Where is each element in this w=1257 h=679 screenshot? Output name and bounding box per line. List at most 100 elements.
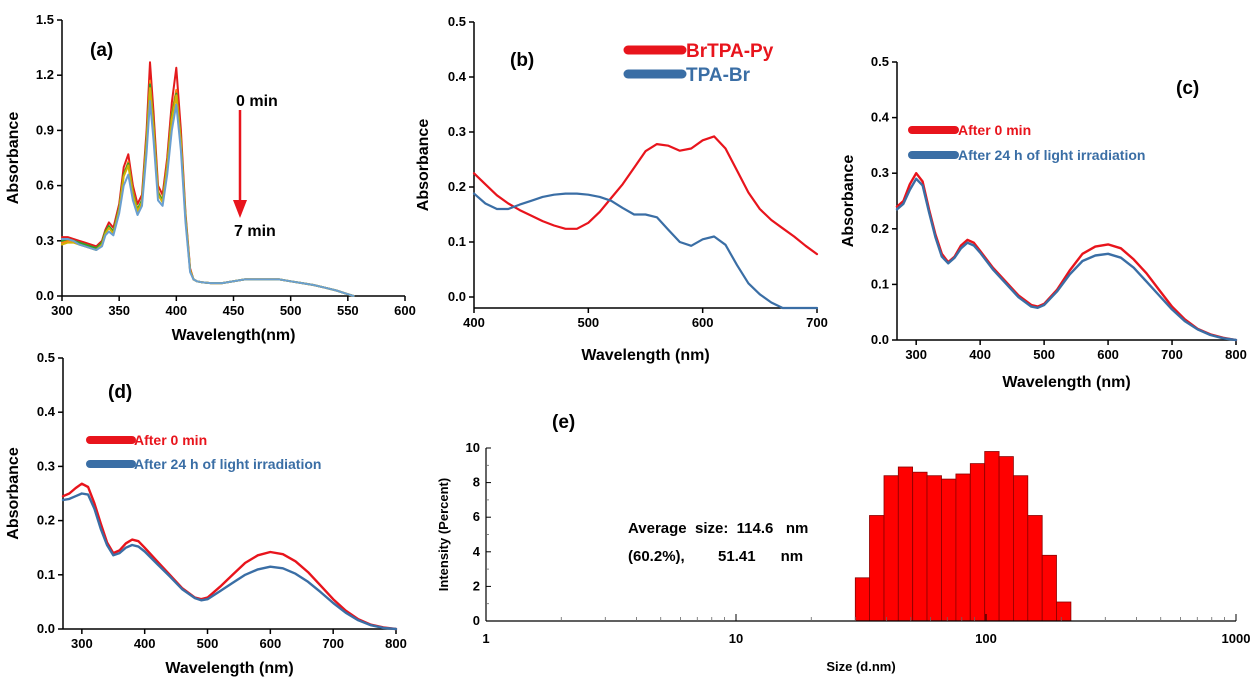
- x-tick-label: 450: [223, 303, 245, 318]
- y-axis-label: Intensity (Percent): [436, 478, 451, 591]
- legend-label-1: After 0 min: [958, 122, 1031, 138]
- y-tick-label: 0.0: [37, 621, 55, 636]
- histogram-bar: [897, 466, 913, 622]
- panel-d: 0.0 0.1 0.2 0.3 0.4 0.5 300 400 500 600 700 800 Wave…: [5, 350, 407, 677]
- legend-label-1: After 0 min: [134, 432, 207, 448]
- y-tick-label: 0.5: [448, 14, 466, 29]
- x-tick-label: 500: [1033, 347, 1055, 362]
- histogram-bar: [1056, 601, 1072, 622]
- y-tick-label: 0.6: [36, 178, 54, 193]
- panel-c: 0.0 0.1 0.2 0.3 0.4 0.5 300 400 500 600 700 800 Wave…: [840, 54, 1247, 391]
- x-tick-label: 500: [577, 315, 599, 330]
- x-tick-label: 500: [280, 303, 302, 318]
- x-tick-label: 550: [337, 303, 359, 318]
- histogram-bar: [1013, 475, 1029, 622]
- y-tick-label: 0.4: [37, 404, 56, 419]
- y-axis-label: Absorbance: [415, 119, 432, 212]
- y-tick-label: 0.2: [871, 221, 889, 236]
- x-tick-label: 1000: [1222, 631, 1251, 646]
- histogram-bar: [1041, 554, 1057, 622]
- x-tick-label: 800: [385, 636, 407, 651]
- legend-label-2: After 24 h of light irradiation: [134, 456, 321, 472]
- y-tick-label: 0.4: [871, 110, 890, 125]
- panel-label: (b): [510, 50, 534, 71]
- y-tick-label: 0.2: [37, 513, 55, 528]
- panel-e: 1 10 100 1000 0 2 4 6 8 10 Size (d.nm) Intensity (P…: [436, 412, 1250, 674]
- x-tick-label: 600: [692, 315, 714, 330]
- y-tick-label: 0.3: [871, 165, 889, 180]
- x-axis-label: Wavelength (nm): [1002, 374, 1130, 391]
- y-tick-label: 0.1: [448, 234, 466, 249]
- panel-label: (e): [552, 412, 575, 433]
- x-tick-label: 600: [1097, 347, 1119, 362]
- legend-label-2: TPA-Br: [686, 65, 751, 86]
- x-tick-label: 400: [463, 315, 485, 330]
- panel-label: (a): [90, 40, 113, 61]
- size-annotation-line-2: (60.2%), 51.41 nm: [628, 548, 803, 565]
- annotation-arrow-head: [233, 200, 247, 218]
- y-tick-label: 0.5: [871, 54, 889, 69]
- histogram-bar: [969, 463, 986, 622]
- y-tick-label: 0.3: [448, 124, 466, 139]
- annotation-start-time: 0 min: [236, 93, 278, 110]
- panel-label: (d): [108, 382, 132, 403]
- x-tick-label: 700: [806, 315, 828, 330]
- y-tick-label: 0.0: [871, 332, 889, 347]
- y-tick-label: 0.0: [448, 289, 466, 304]
- x-tick-label: 10: [729, 631, 743, 646]
- x-axis-label: Wavelength (nm): [165, 660, 293, 677]
- x-axis-label: Wavelength(nm): [172, 327, 296, 344]
- x-tick-label: 400: [969, 347, 991, 362]
- histogram-bar: [998, 456, 1014, 622]
- x-tick-label: 100: [975, 631, 997, 646]
- y-tick-label: 1.5: [36, 12, 54, 27]
- histogram-bar: [883, 475, 899, 622]
- y-axis-label: Absorbance: [5, 447, 22, 540]
- histogram-bar: [984, 451, 1000, 622]
- y-axis-label: Absorbance: [5, 112, 22, 205]
- x-tick-label: 600: [259, 636, 281, 651]
- x-tick-label: 350: [108, 303, 130, 318]
- x-tick-label: 400: [165, 303, 187, 318]
- x-tick-label: 400: [134, 636, 156, 651]
- x-tick-label: 700: [322, 636, 344, 651]
- x-tick-label: 300: [51, 303, 73, 318]
- legend-label-1: BrTPA-Py: [686, 41, 774, 62]
- x-tick-label: 300: [71, 636, 93, 651]
- y-tick-label: 0.2: [448, 179, 466, 194]
- x-tick-label: 300: [905, 347, 927, 362]
- histogram-bar: [1027, 515, 1043, 622]
- y-tick-label: 0.3: [36, 233, 54, 248]
- y-tick-label: 0.5: [37, 350, 55, 365]
- x-axis-label: Wavelength (nm): [581, 347, 709, 364]
- y-tick-label: 0.1: [871, 276, 889, 291]
- y-tick-label: 0.9: [36, 122, 54, 137]
- y-tick-label: 1.2: [36, 67, 54, 82]
- y-tick-label: 6: [473, 509, 480, 524]
- x-tick-label: 500: [197, 636, 219, 651]
- y-tick-label: 0.3: [37, 458, 55, 473]
- series-line-2: [61, 492, 398, 631]
- series-line-1: [472, 135, 819, 256]
- series-line-5: [61, 100, 355, 297]
- histogram-bar: [869, 515, 885, 622]
- y-tick-label: 0.0: [36, 288, 54, 303]
- histogram-bar: [955, 473, 971, 622]
- panel-a: 0.0 0.3 0.6 0.9 1.2 1.5 300 350 400 450 500 550 600 W…: [5, 12, 416, 344]
- y-tick-label: 4: [473, 544, 481, 559]
- x-tick-label: 600: [394, 303, 416, 318]
- size-annotation-line-1: Average size: 114.6 nm: [628, 520, 808, 537]
- histogram-bar: [854, 577, 870, 622]
- legend-label-2: After 24 h of light irradiation: [958, 147, 1145, 163]
- y-tick-label: 8: [473, 475, 480, 490]
- x-tick-label: 700: [1161, 347, 1183, 362]
- y-tick-label: 0.1: [37, 567, 55, 582]
- x-axis-label: Size (d.nm): [826, 659, 895, 674]
- histogram-bar: [941, 478, 957, 622]
- series-line-2: [472, 192, 819, 310]
- y-axis-label: Absorbance: [840, 155, 857, 248]
- y-tick-label: 2: [473, 578, 480, 593]
- series-line-2: [895, 177, 1238, 342]
- x-tick-label: 1: [482, 631, 489, 646]
